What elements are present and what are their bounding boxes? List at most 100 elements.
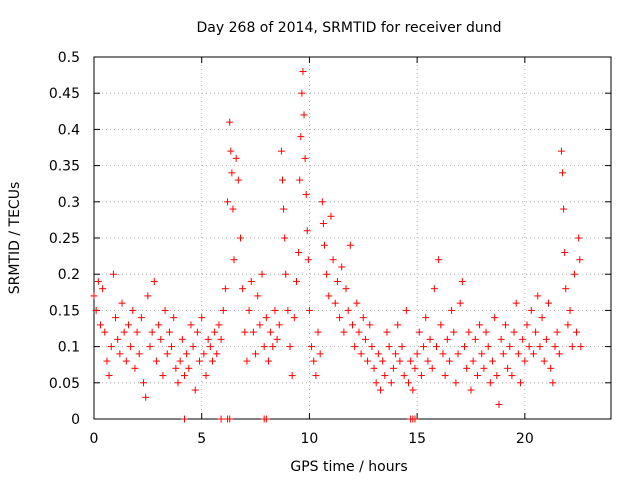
data-point — [300, 111, 308, 119]
data-point — [568, 343, 576, 351]
data-point — [165, 328, 173, 336]
data-point — [508, 372, 516, 380]
data-point — [204, 335, 212, 343]
data-point — [493, 372, 501, 380]
data-point — [495, 401, 503, 409]
data-point — [576, 256, 584, 264]
data-point — [318, 198, 326, 206]
data-point — [331, 299, 339, 307]
data-point — [482, 328, 490, 336]
data-point — [570, 270, 578, 278]
data-point — [304, 256, 312, 264]
data-point — [411, 364, 419, 372]
data-point — [437, 321, 445, 329]
data-point — [525, 343, 533, 351]
data-point — [226, 118, 234, 126]
data-point — [549, 379, 557, 387]
data-point — [262, 314, 270, 322]
data-point — [286, 343, 294, 351]
data-point — [163, 350, 171, 358]
x-tick-label: 0 — [90, 431, 99, 447]
data-point — [484, 343, 492, 351]
data-point — [178, 335, 186, 343]
data-point — [344, 306, 352, 314]
x-tick-label: 10 — [301, 431, 319, 447]
data-point — [351, 343, 359, 351]
data-point — [396, 357, 404, 365]
data-point — [573, 328, 581, 336]
data-point — [364, 357, 372, 365]
data-point — [155, 321, 163, 329]
data-point-zero — [411, 415, 419, 423]
data-point — [245, 306, 253, 314]
y-tick-label: 0.4 — [58, 122, 80, 138]
data-point — [562, 285, 570, 293]
data-point — [264, 357, 272, 365]
data-point — [312, 372, 320, 380]
data-point — [282, 270, 290, 278]
data-point — [277, 147, 285, 155]
data-point — [374, 350, 382, 358]
data-point — [512, 299, 520, 307]
data-point — [433, 343, 441, 351]
data-point — [465, 328, 473, 336]
data-point — [480, 364, 488, 372]
data-point — [336, 314, 344, 322]
data-point-zero — [180, 415, 188, 423]
data-point — [555, 350, 563, 358]
data-point — [302, 191, 310, 199]
data-point — [420, 343, 428, 351]
data-point — [536, 343, 544, 351]
y-tick-label: 0.3 — [58, 195, 80, 211]
data-point — [389, 364, 397, 372]
data-point — [258, 270, 266, 278]
data-point — [271, 306, 279, 314]
data-point — [152, 357, 160, 365]
data-point — [168, 343, 176, 351]
data-point — [553, 328, 561, 336]
data-point — [532, 328, 540, 336]
data-point — [185, 364, 193, 372]
data-point — [456, 299, 464, 307]
data-point — [288, 372, 296, 380]
data-point — [547, 364, 555, 372]
data-point — [398, 343, 406, 351]
data-point — [114, 335, 122, 343]
data-point — [327, 212, 335, 220]
data-point — [497, 335, 505, 343]
data-point — [161, 306, 169, 314]
data-point — [273, 335, 281, 343]
data-point — [129, 306, 137, 314]
data-point — [202, 372, 210, 380]
data-point — [402, 306, 410, 314]
data-point — [561, 248, 569, 256]
data-point — [232, 154, 240, 162]
data-point — [424, 357, 432, 365]
data-point — [534, 292, 542, 300]
data-point — [366, 321, 374, 329]
data-point — [101, 328, 109, 336]
data-point — [316, 350, 324, 358]
data-point — [278, 176, 286, 184]
y-tick-label: 0.45 — [49, 86, 80, 102]
data-point — [215, 321, 223, 329]
data-point — [392, 350, 400, 358]
data-point — [243, 357, 251, 365]
data-point — [221, 285, 229, 293]
data-point — [127, 343, 135, 351]
data-point — [142, 393, 150, 401]
data-point — [428, 364, 436, 372]
data-point — [557, 147, 565, 155]
data-point — [206, 343, 214, 351]
axis-ticks: 0 0.05 0.1 0.15 0.2 0.25 0.3 0.35 0.4 0.45 0.5 0 5 10… — [49, 50, 611, 447]
data-point — [359, 314, 367, 322]
data-point — [180, 372, 188, 380]
data-point — [230, 256, 238, 264]
data-point-zero — [226, 415, 234, 423]
data-point — [473, 372, 481, 380]
data-point — [517, 379, 525, 387]
data-point — [249, 328, 257, 336]
y-tick-label: 0.05 — [49, 376, 80, 392]
data-point — [467, 386, 475, 394]
